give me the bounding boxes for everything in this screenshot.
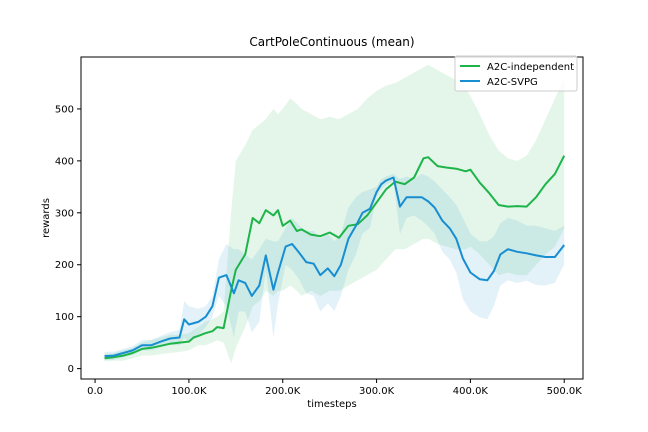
plot-frame: [80, 56, 584, 380]
y-tick-label: 400: [55, 156, 74, 167]
series-line-a2c-independent: [104, 155, 566, 360]
legend-label-a2c-independent: A2C-independent: [487, 62, 574, 73]
y-axis-title: rewards: [41, 198, 52, 238]
legend-label-a2c-svpg: A2C-SVPG: [487, 77, 538, 88]
band-a2c-independent: [104, 64, 565, 364]
x-tick-label: 0.0: [87, 386, 103, 397]
legend-box: [454, 55, 578, 92]
series-lines: [104, 155, 566, 360]
band-a2c-svpg: [104, 173, 565, 361]
y-tick-label: 0: [68, 364, 74, 375]
chart-title: CartPoleContinuous (mean): [249, 35, 414, 49]
x-axis-title: timesteps: [307, 399, 356, 410]
confidence-bands: [104, 64, 565, 364]
x-tick-label: 300.0K: [359, 386, 395, 397]
legend: A2C-independent A2C-SVPG: [454, 55, 578, 92]
y-tick-label: 300: [55, 208, 74, 219]
y-tick-label: 100: [55, 312, 74, 323]
series-line-a2c-svpg: [104, 176, 565, 358]
y-tick-label: 500: [55, 104, 74, 115]
y-axis: 0 100 200 300 400 500: [55, 104, 81, 375]
x-tick-label: 500.0K: [547, 386, 583, 397]
x-tick-label: 100.0K: [171, 386, 207, 397]
x-tick-label: 400.0K: [453, 386, 489, 397]
x-tick-label: 200.0K: [265, 386, 301, 397]
y-tick-label: 200: [55, 260, 74, 271]
x-axis: 0.0 100.0K 200.0K 300.0K 400.0K 500.0K: [87, 379, 582, 397]
